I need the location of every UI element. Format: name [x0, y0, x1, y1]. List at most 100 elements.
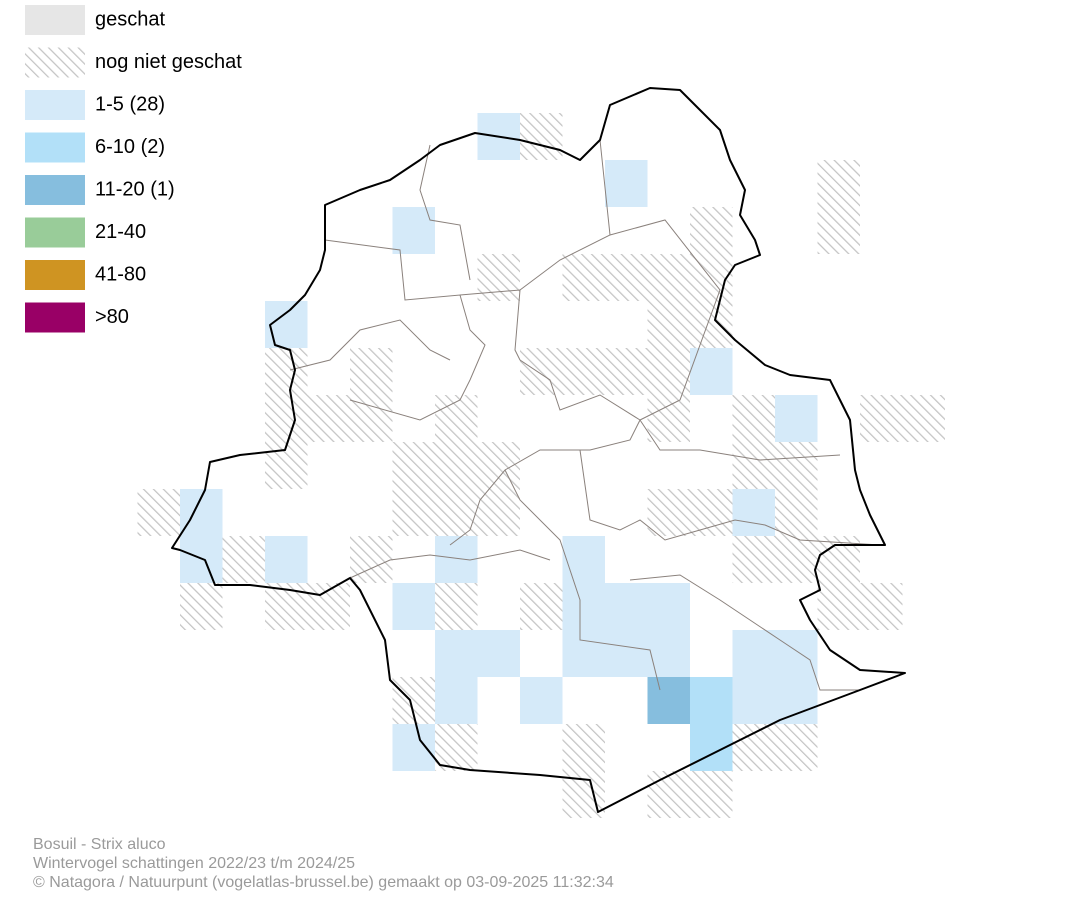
- grid-cell: [775, 630, 818, 677]
- grid-cell: [647, 583, 690, 630]
- grid-cell: [647, 677, 690, 724]
- grid-cell: [392, 442, 435, 489]
- grid-cell: [817, 160, 860, 207]
- grid-cell: [477, 254, 520, 301]
- grid-cell: [860, 395, 903, 442]
- grid-cell: [690, 207, 733, 254]
- grid-cell: [562, 724, 605, 771]
- grid-cell: [732, 442, 775, 489]
- legend-label: 11-20 (1): [95, 178, 175, 200]
- grid-cell: [690, 301, 733, 348]
- grid-cells: [137, 113, 945, 818]
- grid-cell: [520, 348, 563, 395]
- legend-swatch: [25, 47, 85, 78]
- grid-cell: [520, 583, 563, 630]
- grid-cell: [817, 207, 860, 254]
- grid-cell: [732, 489, 775, 536]
- grid-cell: [435, 724, 478, 771]
- grid-cell: [562, 348, 605, 395]
- grid-cell: [392, 207, 435, 254]
- grid-cell: [775, 536, 818, 583]
- grid-cell: [690, 254, 733, 301]
- grid-cell: [477, 489, 520, 536]
- grid-cell: [732, 536, 775, 583]
- grid-cell: [265, 442, 308, 489]
- grid-cell: [392, 724, 435, 771]
- legend: geschat nog niet geschat 1-5 (28) 6-10 (2) 1…: [25, 5, 242, 333]
- grid-cell: [647, 771, 690, 818]
- grid-cell: [775, 724, 818, 771]
- grid-cell: [732, 724, 775, 771]
- region-outline: [171, 87, 906, 813]
- grid-cell: [435, 583, 478, 630]
- grid-cell: [690, 677, 733, 724]
- grid-cell: [222, 536, 265, 583]
- grid-cell: [265, 395, 308, 442]
- grid-cell: [520, 113, 563, 160]
- grid-cell: [605, 254, 648, 301]
- grid-cell: [690, 348, 733, 395]
- grid-cell: [435, 489, 478, 536]
- grid-cell: [860, 583, 903, 630]
- legend-label: 21-40: [95, 221, 146, 243]
- legend-label: >80: [95, 306, 129, 328]
- grid-cell: [350, 395, 393, 442]
- grid-cell: [902, 395, 945, 442]
- municipal-boundaries: [289, 139, 881, 691]
- legend-label: 1-5 (28): [95, 93, 165, 115]
- grid-cell: [817, 536, 860, 583]
- grid-cell: [477, 630, 520, 677]
- grid-cell: [435, 677, 478, 724]
- grid-cell: [775, 489, 818, 536]
- grid-cell: [775, 442, 818, 489]
- legend-swatch: [25, 5, 85, 35]
- grid-cell: [307, 395, 350, 442]
- grid-cell: [775, 677, 818, 724]
- grid-cell: [520, 677, 563, 724]
- legend-swatch: [25, 90, 85, 120]
- grid-cell: [562, 536, 605, 583]
- grid-cell: [647, 301, 690, 348]
- legend-label: 6-10 (2): [95, 136, 165, 158]
- grid-cell: [732, 395, 775, 442]
- grid-cell: [435, 442, 478, 489]
- grid-cell: [562, 630, 605, 677]
- grid-cell: [137, 489, 180, 536]
- grid-cell: [435, 630, 478, 677]
- legend-swatch: [25, 175, 85, 205]
- grid-cell: [435, 395, 478, 442]
- grid-cell: [647, 254, 690, 301]
- grid-cell: [265, 536, 308, 583]
- grid-cell: [605, 583, 648, 630]
- grid-cell: [605, 630, 648, 677]
- grid-cell: [605, 160, 648, 207]
- legend-swatch: [25, 217, 85, 248]
- legend-label: geschat: [95, 8, 165, 30]
- grid-cell: [265, 348, 308, 395]
- grid-cell: [817, 583, 860, 630]
- grid-cell: [647, 489, 690, 536]
- legend-swatch: [25, 302, 85, 333]
- grid-cell: [732, 630, 775, 677]
- grid-cell: [690, 771, 733, 818]
- footer-credit: © Natagora / Natuurpunt (vogelatlas-brus…: [33, 874, 614, 891]
- grid-cell: [350, 348, 393, 395]
- grid-cell: [775, 395, 818, 442]
- grid-cell: [647, 348, 690, 395]
- legend-label: nog niet geschat: [95, 51, 242, 73]
- grid-cell: [690, 489, 733, 536]
- legend-swatch: [25, 132, 85, 163]
- grid-cell: [562, 583, 605, 630]
- grid-cell: [392, 583, 435, 630]
- grid-cell: [180, 583, 223, 630]
- grid-cell: [732, 677, 775, 724]
- grid-cell: [562, 254, 605, 301]
- legend-swatch: [25, 260, 85, 290]
- grid-cell: [647, 630, 690, 677]
- footer-species: Bosuil - Strix aluco: [33, 836, 166, 853]
- grid-cell: [392, 489, 435, 536]
- grid-cell: [605, 348, 648, 395]
- grid-cell: [350, 536, 393, 583]
- legend-label: 41-80: [95, 263, 146, 285]
